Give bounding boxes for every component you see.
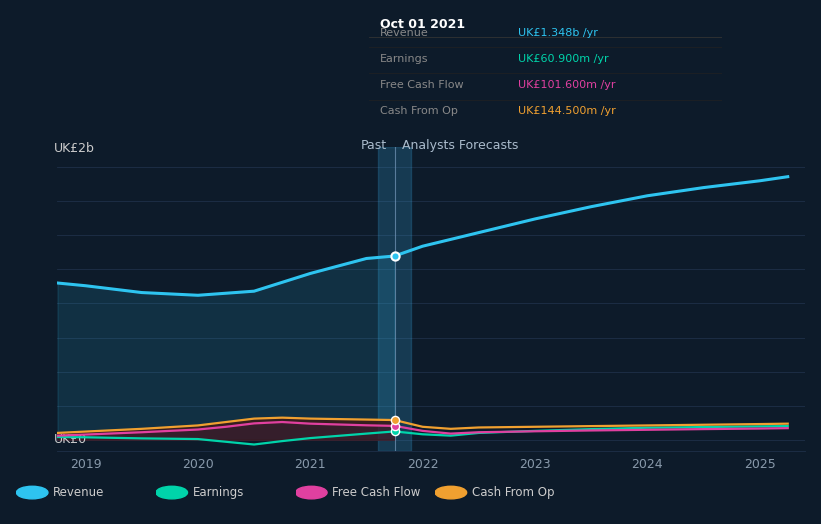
Text: UK£60.900m /yr: UK£60.900m /yr: [518, 54, 608, 64]
Text: UK£2b: UK£2b: [53, 142, 94, 155]
Text: Cash From Op: Cash From Op: [380, 106, 458, 116]
Point: [388, 252, 401, 260]
Text: UK£0: UK£0: [53, 433, 87, 446]
Bar: [378, 147, 411, 451]
Point: [388, 422, 401, 430]
Text: Oct 01 2021: Oct 01 2021: [380, 18, 466, 31]
Point: [388, 427, 401, 435]
Circle shape: [156, 486, 187, 499]
Circle shape: [296, 486, 327, 499]
Text: Free Cash Flow: Free Cash Flow: [333, 486, 420, 499]
Text: Past: Past: [361, 139, 387, 152]
Circle shape: [16, 486, 48, 499]
Text: Earnings: Earnings: [193, 486, 244, 499]
Text: Revenue: Revenue: [380, 27, 429, 38]
Circle shape: [435, 486, 466, 499]
Text: Revenue: Revenue: [53, 486, 104, 499]
Text: Cash From Op: Cash From Op: [472, 486, 554, 499]
Text: Free Cash Flow: Free Cash Flow: [380, 80, 464, 90]
Text: UK£101.600m /yr: UK£101.600m /yr: [518, 80, 615, 90]
Point: [388, 416, 401, 424]
Text: UK£144.500m /yr: UK£144.500m /yr: [518, 106, 616, 116]
Text: Earnings: Earnings: [380, 54, 429, 64]
Text: UK£1.348b /yr: UK£1.348b /yr: [518, 27, 598, 38]
Text: Analysts Forecasts: Analysts Forecasts: [402, 139, 518, 152]
